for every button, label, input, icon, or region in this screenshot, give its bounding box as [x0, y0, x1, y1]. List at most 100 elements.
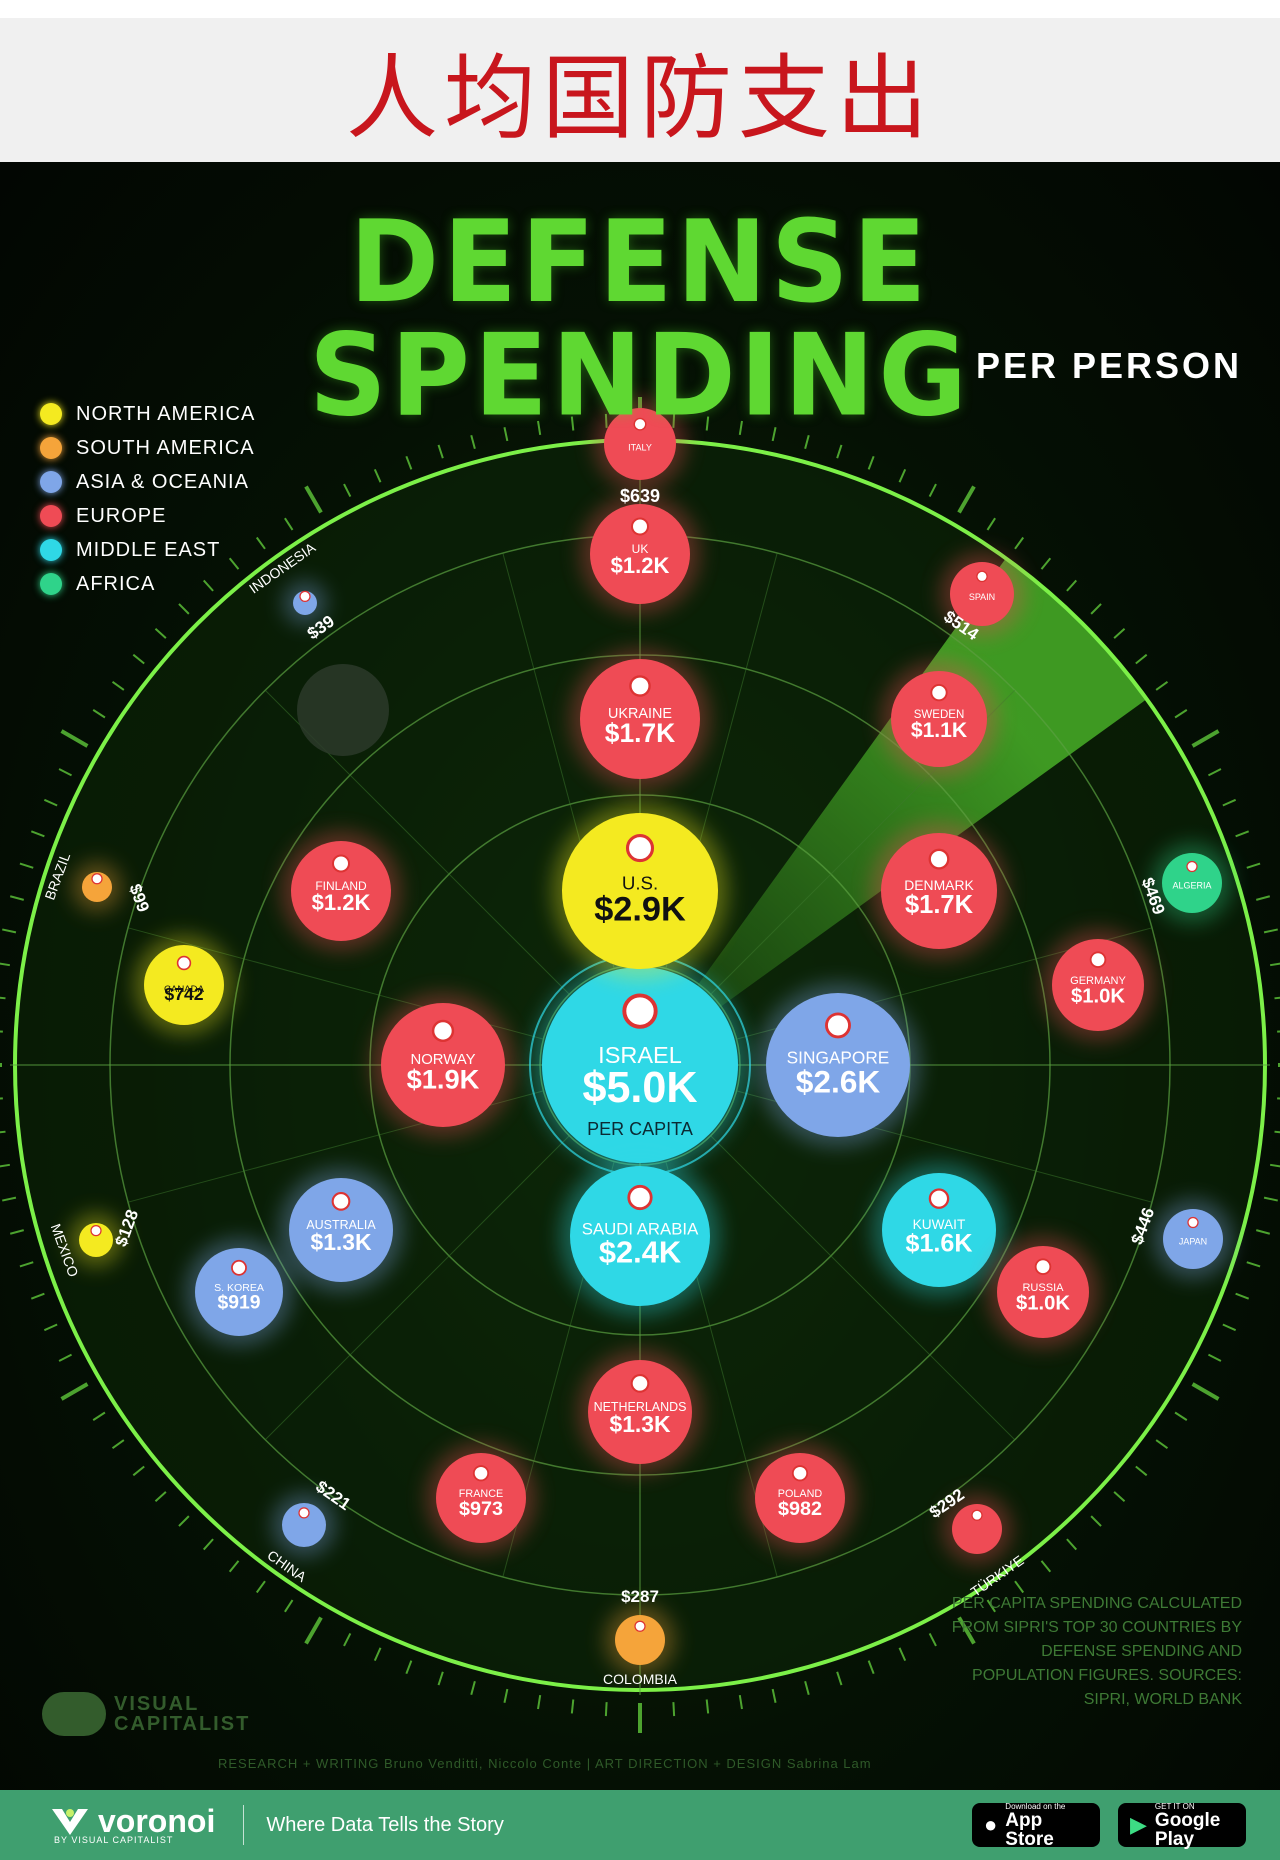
bubble-sub-label: PER CAPITA — [587, 1119, 693, 1139]
app-store-button[interactable]: ● Download on the App Store — [972, 1802, 1100, 1849]
bubble — [997, 1246, 1089, 1338]
bubble — [881, 833, 997, 949]
legend-item: AFRICA — [40, 567, 255, 601]
flag-icon — [431, 1019, 455, 1043]
bubble-country-label: ISRAEL — [598, 1042, 682, 1068]
bubble-france: FRANCE$973 — [426, 1443, 536, 1553]
flag-icon — [176, 955, 192, 971]
bubble — [588, 1360, 692, 1464]
tagline: Where Data Tells the Story — [266, 1813, 504, 1836]
bubble-value-label: $919 — [217, 1292, 260, 1314]
radar-spoke — [264, 1135, 570, 1441]
radar-tick — [1014, 1580, 1025, 1594]
radar-tick — [470, 434, 476, 449]
bubble-value-label: $1.6K — [906, 1230, 973, 1258]
radar-tick — [178, 1515, 190, 1527]
footer-bar: voronoi BY VISUAL CAPITALIST Where Data … — [0, 1790, 1280, 1860]
banner-title: 人均国防支出 — [345, 44, 934, 152]
bubble-value-label: $2.9K — [594, 891, 686, 929]
radar-tick — [836, 444, 843, 459]
radar-tick — [537, 1694, 542, 1710]
top-banner: 人均国防支出 — [0, 0, 1280, 162]
radar-tick — [804, 434, 810, 449]
flag-icon — [90, 1225, 102, 1237]
radar-tick — [373, 468, 382, 483]
radar-tick — [836, 1671, 843, 1686]
bubble — [766, 993, 910, 1137]
bubble-value-label: $287 — [621, 1587, 659, 1606]
radar-tick — [898, 468, 907, 483]
radar-tick — [537, 420, 542, 436]
radar-spoke — [710, 1135, 1016, 1441]
play-icon: ▶ — [1130, 1812, 1147, 1837]
bubble-country-label: ITALY — [628, 442, 652, 452]
bubble — [570, 1166, 710, 1306]
bubble-netherlands: NETHERLANDS$1.3K — [578, 1350, 702, 1474]
radar-tick — [132, 1465, 145, 1477]
radar-tick — [1277, 1030, 1280, 1033]
bubble-value-label: $2.6K — [796, 1063, 881, 1099]
legend-label: MIDDLE EAST — [76, 538, 221, 561]
bubble-russia: RUSSIA$1.0K — [987, 1236, 1099, 1348]
bubble — [590, 504, 690, 604]
radar-tick — [30, 1292, 45, 1300]
flag-icon — [630, 1374, 650, 1393]
bubble — [289, 1178, 393, 1282]
vc-logo-line2: CAPITALIST — [114, 1713, 251, 1735]
bubble-country-label: SPAIN — [969, 592, 995, 602]
bubble-country-label: CANADA — [164, 984, 205, 995]
radar-tick — [738, 420, 743, 436]
bubble-value-label: $2.4K — [599, 1235, 681, 1270]
bubble-norway: NORWAY$1.9K — [371, 993, 515, 1137]
radar-tick — [1191, 729, 1220, 748]
radar-tick — [1269, 962, 1280, 967]
radar-tick — [92, 709, 106, 719]
radar-tick — [132, 653, 145, 665]
bubble-value-label: $1.2K — [611, 553, 670, 578]
bubble — [580, 659, 700, 779]
bubble — [381, 1003, 505, 1127]
radar-tick — [1246, 862, 1261, 869]
radar-tick — [503, 1688, 509, 1703]
radar-tick — [1135, 653, 1148, 665]
bubble — [82, 872, 112, 902]
radar-tick — [1256, 895, 1271, 901]
vc-logo-icon — [42, 1692, 106, 1736]
radar-tick — [60, 729, 89, 748]
flag-icon — [930, 683, 948, 702]
radar-tick — [2, 928, 17, 934]
radar-tick — [304, 1616, 323, 1645]
bubble-country-label: GERMANY — [1070, 975, 1126, 987]
legend-item: NORTH AMERICA — [40, 397, 255, 431]
legend-item: ASIA & OCEANIA — [40, 465, 255, 499]
radar-tick — [0, 1097, 3, 1100]
legend-dot — [40, 403, 62, 425]
voronoi-brand[interactable]: voronoi — [50, 1805, 215, 1837]
radar-tick — [228, 557, 240, 570]
radar-tick — [867, 1660, 875, 1675]
apple-icon: ● — [984, 1812, 998, 1837]
google-play-button[interactable]: ▶ GET IT ON Google Play — [1118, 1802, 1246, 1849]
legend-dot — [40, 437, 62, 459]
radar-tick — [804, 1681, 810, 1696]
flag-icon — [791, 1465, 809, 1482]
flag-icon — [472, 1465, 490, 1482]
bubble — [1052, 939, 1144, 1031]
radar-tick — [1235, 1292, 1250, 1300]
radar-tick — [738, 1694, 743, 1710]
bubble-algeria: ALGERIA$469 — [1138, 843, 1232, 923]
radar-tick — [343, 483, 352, 497]
radar-tick — [1246, 1261, 1261, 1268]
bubble-value-label: $1.2K — [312, 890, 371, 915]
radar-tick — [178, 603, 190, 615]
radar-tick — [928, 483, 937, 497]
radar-tick — [957, 1616, 976, 1645]
radar-tick — [1274, 1130, 1280, 1134]
flag-icon — [825, 1012, 851, 1039]
flag-icon — [1089, 951, 1107, 968]
bubble — [1162, 853, 1222, 913]
bubble-value-label: $1.0K — [1071, 985, 1125, 1007]
bubble-value-label: $973 — [459, 1498, 503, 1520]
radar-tick — [986, 1599, 996, 1613]
